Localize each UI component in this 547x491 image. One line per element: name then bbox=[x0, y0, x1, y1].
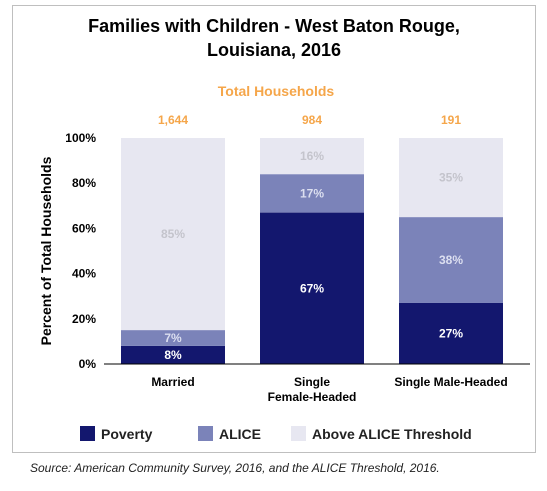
y-tick-label: 100% bbox=[65, 131, 96, 145]
bar-segment-above bbox=[260, 138, 364, 175]
y-axis-label: Percent of Total Households bbox=[38, 156, 54, 345]
x-category-label: Single bbox=[294, 375, 330, 389]
data-label-alice: 38% bbox=[439, 253, 463, 267]
chart-title-line-2: Louisiana, 2016 bbox=[206, 40, 342, 60]
data-label-poverty: 8% bbox=[164, 348, 182, 362]
y-tick-label: 60% bbox=[72, 221, 96, 235]
bar-segment-above bbox=[399, 138, 503, 218]
x-category-label: Single Male-Headed bbox=[394, 375, 507, 389]
legend-swatch-above bbox=[291, 426, 306, 441]
legend-swatch-alice bbox=[198, 426, 213, 441]
data-label-above: 85% bbox=[161, 227, 185, 241]
bar-segment-alice bbox=[121, 330, 225, 346]
data-label-alice: 7% bbox=[164, 331, 182, 345]
bar-segment-poverty bbox=[260, 212, 364, 364]
x-category-label: Female-Headed bbox=[268, 390, 357, 404]
bar-segment-poverty bbox=[121, 345, 225, 364]
y-tick-label: 20% bbox=[72, 312, 96, 326]
total-households-value: 191 bbox=[441, 113, 461, 127]
chart-title-line-1: Families with Children - West Baton Roug… bbox=[88, 16, 460, 36]
y-tick-label: 40% bbox=[72, 267, 96, 281]
data-label-above: 16% bbox=[300, 149, 324, 163]
legend-label-poverty: Poverty bbox=[101, 426, 153, 442]
bar-segment-alice bbox=[399, 217, 503, 303]
totals-header: Total Households bbox=[218, 83, 335, 99]
total-households-value: 984 bbox=[302, 113, 322, 127]
legend-swatch-poverty bbox=[80, 426, 95, 441]
source-note: Source: American Community Survey, 2016,… bbox=[30, 461, 440, 475]
bar-segment-alice bbox=[260, 174, 364, 213]
bar-segment-above bbox=[121, 138, 225, 331]
bar-segment-poverty bbox=[399, 302, 503, 364]
data-label-poverty: 27% bbox=[439, 326, 463, 340]
y-tick-label: 80% bbox=[72, 176, 96, 190]
data-label-poverty: 67% bbox=[300, 281, 324, 295]
legend-label-alice: ALICE bbox=[219, 426, 261, 442]
x-category-label: Married bbox=[151, 375, 194, 389]
data-label-alice: 17% bbox=[300, 186, 324, 200]
chart-title: Families with Children - West Baton Roug… bbox=[12, 14, 536, 62]
total-households-value: 1,644 bbox=[158, 113, 188, 127]
y-tick-label: 0% bbox=[79, 357, 97, 371]
data-label-above: 35% bbox=[439, 171, 463, 185]
legend-label-above: Above ALICE Threshold bbox=[312, 426, 472, 442]
